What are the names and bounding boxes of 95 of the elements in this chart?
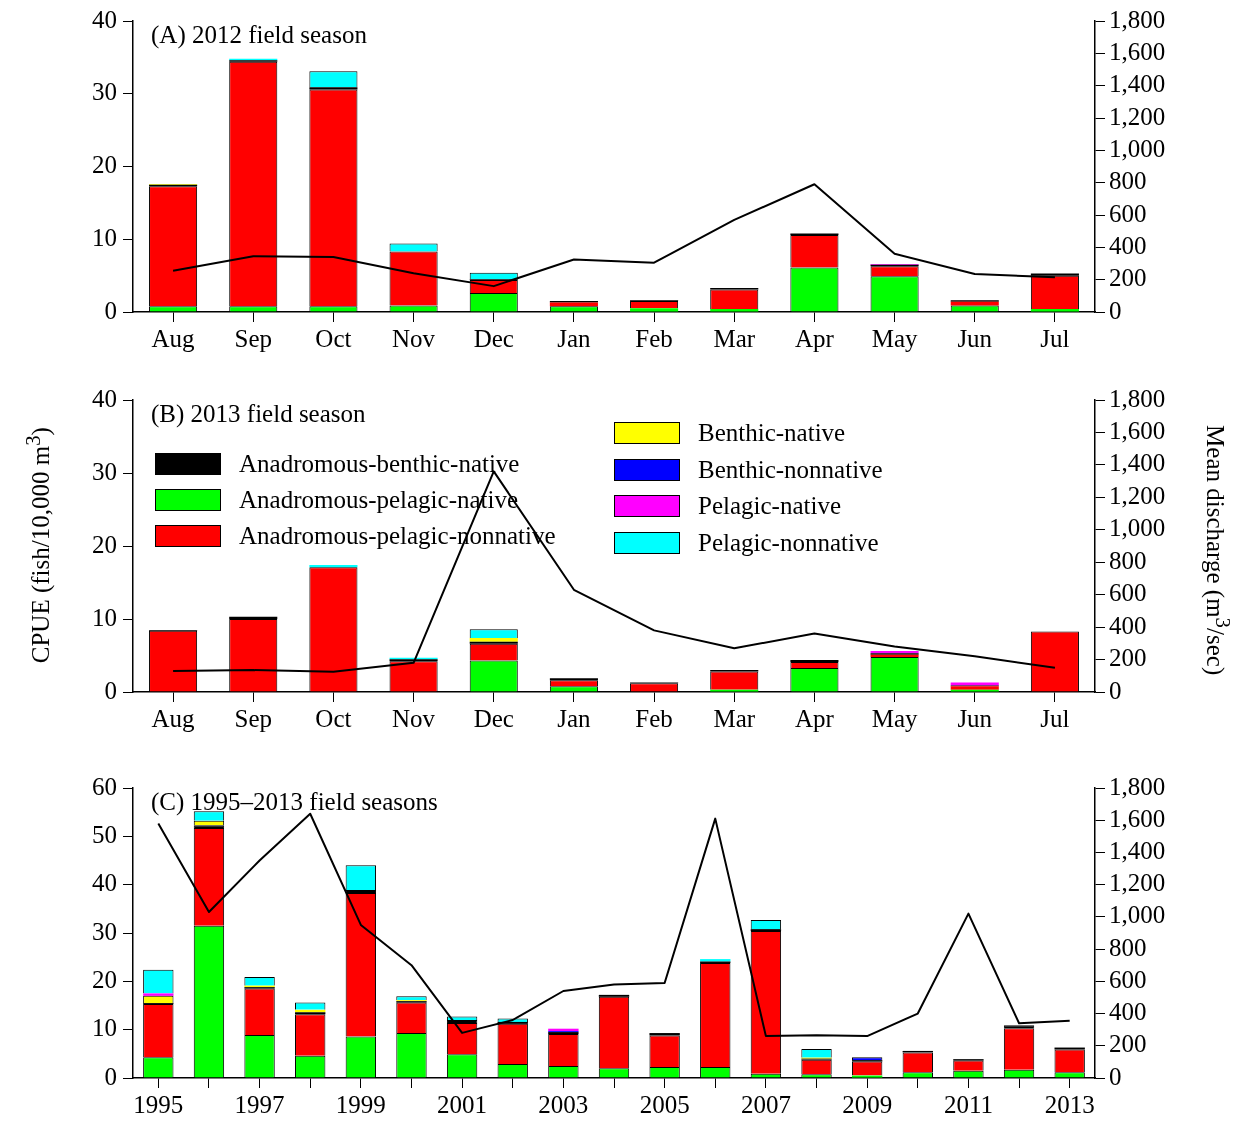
y2-tick-label: 400 bbox=[1109, 998, 1147, 1026]
y-tick-label: 20 bbox=[92, 530, 117, 558]
chart-title: (B) 2013 field season bbox=[151, 400, 367, 429]
y2-tick-label: 200 bbox=[1109, 644, 1147, 672]
x-tick-label: 2007 bbox=[740, 1090, 791, 1118]
x-tick-label: 2001 bbox=[437, 1090, 488, 1118]
y2-tick-label: 600 bbox=[1109, 199, 1147, 227]
y-tick-label: 0 bbox=[104, 1062, 117, 1090]
x-tick-label: Feb bbox=[635, 324, 673, 352]
x-tick-label: Oct bbox=[315, 324, 352, 352]
y-tick-label: 50 bbox=[92, 820, 117, 848]
y2-tick-label: 0 bbox=[1109, 676, 1122, 704]
y-tick-label: 0 bbox=[104, 296, 117, 324]
y-tick-label: 30 bbox=[92, 457, 117, 485]
y-tick-label: 10 bbox=[92, 603, 117, 631]
y2-tick-label: 800 bbox=[1109, 167, 1147, 195]
x-tick-label: Nov bbox=[392, 324, 436, 352]
y2-tick-label: 1,800 bbox=[1109, 384, 1166, 412]
y2-tick-label: 200 bbox=[1109, 264, 1147, 292]
x-tick-label: Feb bbox=[635, 704, 673, 732]
bar bbox=[309, 564, 358, 568]
x-tick-label: Jul bbox=[1040, 324, 1070, 352]
y2-tick-label: 1,600 bbox=[1109, 37, 1166, 65]
y2-tick-label: 1,400 bbox=[1109, 70, 1166, 98]
y2-tick-label: 1,200 bbox=[1109, 102, 1166, 130]
x-tick-label: May bbox=[871, 324, 918, 352]
y-tick-label: 40 bbox=[92, 384, 117, 412]
x-tick-label: Jul bbox=[1040, 704, 1070, 732]
chart-title: (C) 1995–2013 field seasons bbox=[151, 788, 438, 817]
y-tick-label: 10 bbox=[92, 1014, 117, 1042]
y2-tick-label: 1,200 bbox=[1109, 481, 1166, 509]
y-tick-label: 40 bbox=[92, 5, 117, 33]
y-tick-label: 20 bbox=[92, 965, 117, 993]
x-tick-label: Apr bbox=[794, 324, 835, 352]
x-tick-label: 2009 bbox=[842, 1090, 893, 1118]
x-tick-label: Aug bbox=[151, 704, 196, 732]
x-tick-label: 1997 bbox=[234, 1090, 285, 1118]
x-tick-label: Aug bbox=[151, 324, 196, 352]
y2-tick-label: 0 bbox=[1109, 296, 1122, 324]
y-tick-label: 30 bbox=[92, 78, 117, 106]
x-tick-label: Apr bbox=[794, 704, 835, 732]
x-tick-label: Jan bbox=[557, 704, 592, 732]
y2-tick-label: 1,800 bbox=[1109, 772, 1166, 800]
x-tick-label: 2013 bbox=[1044, 1090, 1095, 1118]
y2-tick-label: 1,000 bbox=[1109, 901, 1166, 929]
legend-label: Pelagic-native bbox=[698, 492, 841, 520]
y-tick-label: 40 bbox=[92, 869, 117, 897]
y2-tick-label: 1,000 bbox=[1109, 134, 1166, 162]
x-tick-label: Jan bbox=[557, 324, 592, 352]
x-tick-label: 1995 bbox=[133, 1090, 184, 1118]
legend-label: Benthic-native bbox=[698, 419, 846, 447]
x-tick-label: Sep bbox=[234, 704, 272, 732]
x-tick-label: 1999 bbox=[335, 1090, 386, 1118]
y2-tick-label: 0 bbox=[1109, 1062, 1122, 1090]
x-tick-label: Jun bbox=[957, 704, 993, 732]
y-tick-label: 30 bbox=[92, 917, 117, 945]
y2-tick-label: 400 bbox=[1109, 231, 1147, 259]
x-tick-label: Mar bbox=[713, 704, 756, 732]
y-tick-label: 0 bbox=[104, 676, 117, 704]
y2-tick-label: 1,600 bbox=[1109, 804, 1166, 832]
y2-tick-label: 800 bbox=[1109, 546, 1147, 574]
bar bbox=[630, 308, 679, 312]
x-tick-label: 2011 bbox=[943, 1090, 993, 1118]
x-tick-label: Nov bbox=[392, 704, 436, 732]
x-tick-label: Mar bbox=[713, 324, 756, 352]
bar bbox=[710, 309, 759, 312]
x-tick-label: May bbox=[871, 704, 918, 732]
y2-tick-label: 1,600 bbox=[1109, 417, 1166, 445]
x-tick-label: Dec bbox=[473, 704, 514, 732]
y2-tick-label: 400 bbox=[1109, 611, 1147, 639]
y2-tick-label: 1,200 bbox=[1109, 869, 1166, 897]
y2-tick-label: 1,000 bbox=[1109, 514, 1166, 542]
y2-tick-label: 1,400 bbox=[1109, 449, 1166, 477]
x-tick-label: Jun bbox=[957, 324, 993, 352]
legend-label: Benthic-nonnative bbox=[698, 455, 883, 484]
legend-label: Pelagic-nonnative bbox=[698, 528, 879, 557]
x-tick-label: Oct bbox=[315, 704, 352, 732]
y2-tick-label: 800 bbox=[1109, 933, 1147, 961]
legend-label: Anadromous-benthic-native bbox=[239, 450, 520, 478]
y2-tick-label: 600 bbox=[1109, 579, 1147, 607]
y2-tick-label: 200 bbox=[1109, 1030, 1147, 1058]
x-tick-label: 2003 bbox=[538, 1090, 589, 1118]
chart-title: (A) 2012 field season bbox=[151, 21, 368, 50]
x-tick-label: 2005 bbox=[639, 1090, 690, 1118]
bar bbox=[1030, 309, 1079, 312]
y-tick-label: 20 bbox=[92, 151, 117, 179]
y2-tick-label: 1,800 bbox=[1109, 5, 1166, 33]
y-tick-label: 10 bbox=[92, 223, 117, 251]
x-tick-label: Sep bbox=[234, 324, 272, 352]
y2-tick-label: 600 bbox=[1109, 965, 1147, 993]
bar bbox=[143, 993, 174, 996]
bar bbox=[469, 637, 518, 642]
x-tick-label: Dec bbox=[473, 324, 514, 352]
y2-tick-label: 1,400 bbox=[1109, 837, 1166, 865]
y-tick-label: 60 bbox=[92, 772, 117, 800]
